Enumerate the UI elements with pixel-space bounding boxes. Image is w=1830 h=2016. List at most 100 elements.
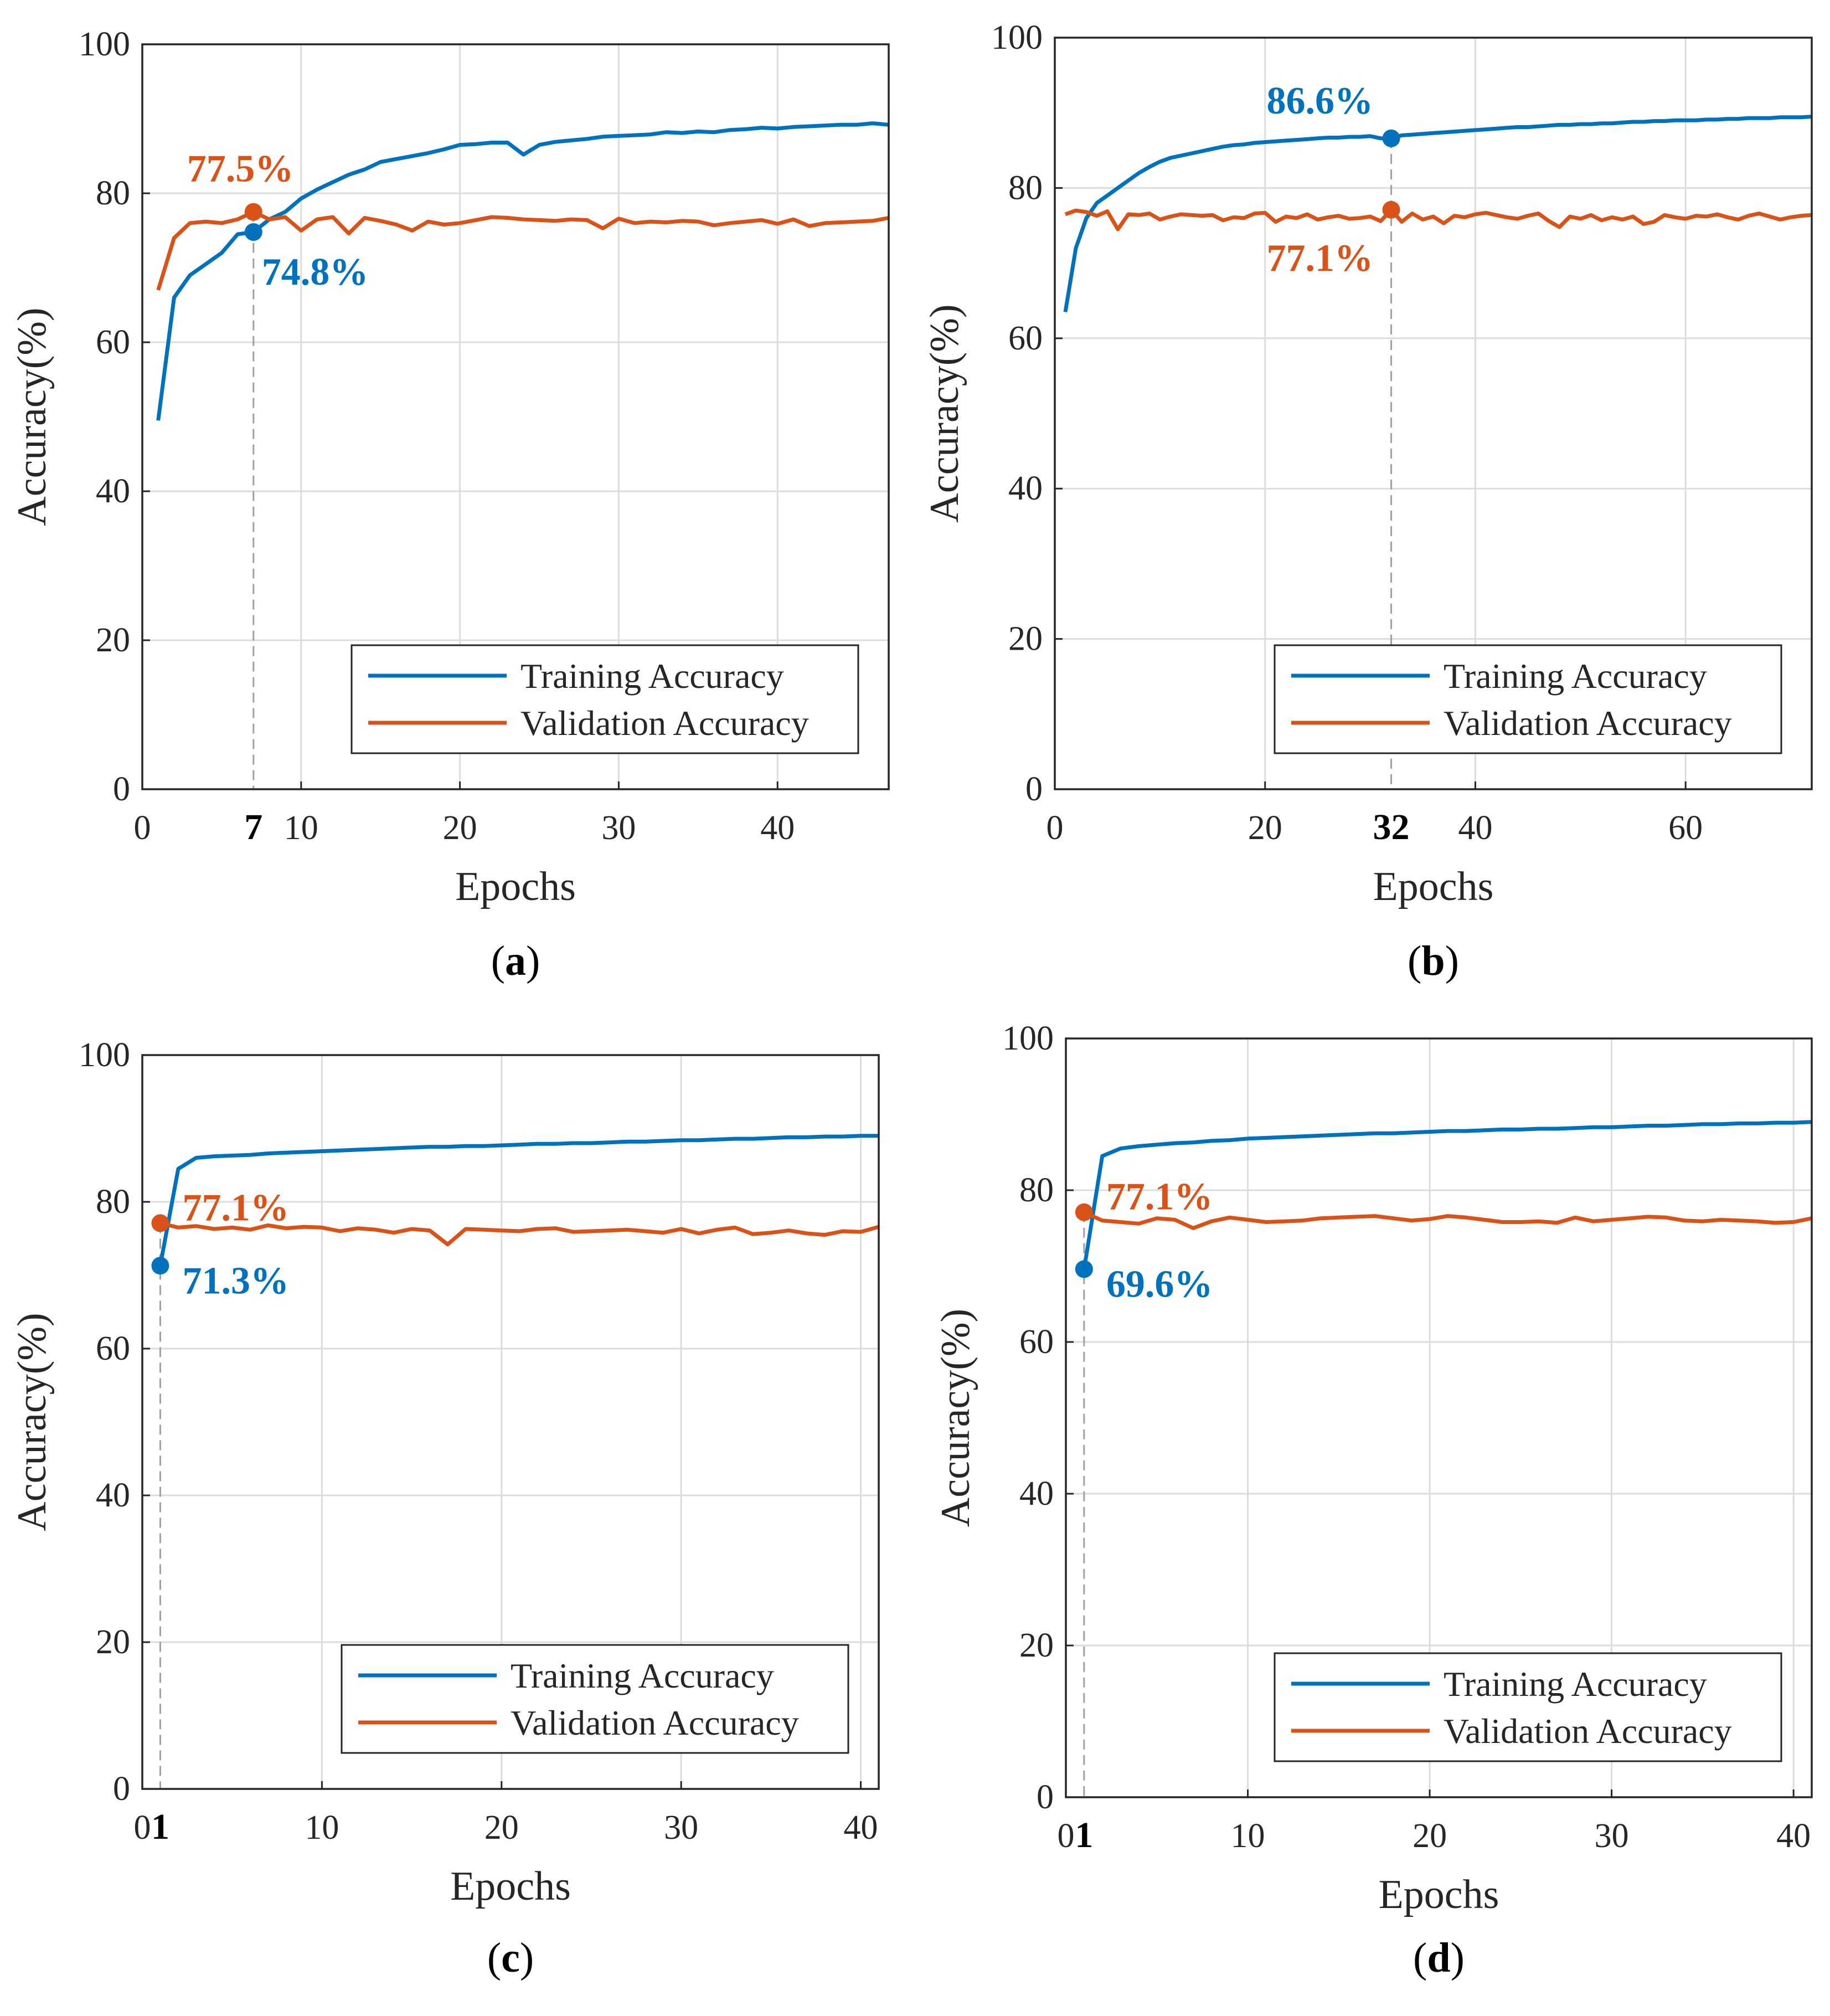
validation-highlight-label: 77.1% <box>1106 1176 1213 1218</box>
x-tick-label: 10 <box>284 809 318 847</box>
chart-panel-c: 0 20 40 60 80 100 0 10 20 30 40 1 71.3% 77.1% Epochs Ac… <box>9 1036 880 1981</box>
y-tick-label: 40 <box>1008 470 1043 507</box>
y-tick-label: 80 <box>96 1183 130 1221</box>
training-accuracy-line <box>1082 1120 1812 1270</box>
legend-box <box>350 644 859 754</box>
legend-training-label: Training Accuracy <box>511 1656 774 1695</box>
y-tick-label: 40 <box>1019 1475 1054 1513</box>
legend-validation-label: Validation Accuracy <box>1444 703 1732 743</box>
training-highlight-point <box>1075 1260 1093 1278</box>
validation-highlight-point <box>1075 1203 1093 1221</box>
x-tick-label: 10 <box>305 1809 339 1847</box>
axes-frame <box>1065 1037 1813 1798</box>
x-tick-label: 40 <box>1776 1817 1811 1855</box>
highlight-epoch-label: 1 <box>1075 1815 1093 1855</box>
y-axis-title: Accuracy(%) <box>933 1309 978 1527</box>
x-axis-title: Epochs <box>455 864 576 909</box>
legend-box <box>341 1644 849 1754</box>
legend: Training Accuracy Validation Accuracy <box>1274 644 1782 754</box>
training-highlight-label: 69.6% <box>1106 1263 1213 1305</box>
chart-panel-a: 0 20 40 60 80 100 0 10 20 30 40 7 74.8% 77.5% Epochs Ac… <box>9 25 890 984</box>
validation-accuracy-line <box>159 1221 879 1247</box>
y-tick-label: 60 <box>1019 1323 1054 1361</box>
validation-highlight-point <box>244 203 262 221</box>
y-tick-label: 20 <box>1019 1627 1054 1664</box>
training-highlight-point <box>1382 129 1400 147</box>
panel-caption-close: ) <box>520 1935 534 1981</box>
training-accuracy-line <box>1063 115 1812 312</box>
x-tick-label: 0 <box>1047 809 1064 847</box>
legend: Training Accuracy Validation Accuracy <box>350 644 859 754</box>
chart-panel-d: 0 20 40 60 80 100 0 10 20 30 40 1 69.6% 77.1% Epochs Ac… <box>933 1020 1813 1981</box>
highlight-epoch-label: 1 <box>151 1807 169 1847</box>
panel-caption: (d) <box>1413 1935 1465 1981</box>
highlight-epoch-label: 32 <box>1373 807 1410 847</box>
y-axis-title: Accuracy(%) <box>9 307 55 526</box>
panel-caption-letter: a <box>505 938 526 984</box>
axes-frame <box>1054 37 1813 790</box>
y-axis-title: Accuracy(%) <box>922 304 967 522</box>
y-tick-label: 80 <box>1019 1171 1054 1209</box>
legend: Training Accuracy Validation Accuracy <box>1274 1652 1782 1762</box>
validation-highlight-label: 77.5% <box>187 148 294 191</box>
x-tick-label: 20 <box>484 1809 519 1847</box>
x-tick-label: 40 <box>1458 809 1492 847</box>
y-tick-label: 60 <box>96 1330 130 1367</box>
y-tick-label: 20 <box>96 1623 130 1661</box>
y-tick-label: 0 <box>1025 770 1043 808</box>
x-axis-title: Epochs <box>450 1864 571 1909</box>
legend-validation-label: Validation Accuracy <box>520 703 809 743</box>
y-tick-label: 100 <box>79 25 130 63</box>
legend-validation-label: Validation Accuracy <box>1444 1711 1732 1751</box>
training-accuracy-line <box>156 121 889 421</box>
x-tick-label: 30 <box>664 1809 698 1847</box>
y-tick-label: 0 <box>1037 1778 1054 1816</box>
validation-highlight-point <box>151 1214 169 1232</box>
validation-highlight-label: 77.1% <box>1267 237 1374 280</box>
x-tick-label: 60 <box>1668 809 1703 847</box>
panel-caption: (a) <box>491 938 540 984</box>
x-tick-label: 30 <box>1595 1817 1629 1855</box>
y-tick-label: 0 <box>113 770 130 808</box>
training-highlight-label: 74.8% <box>262 251 369 294</box>
y-tick-label: 80 <box>1008 169 1043 207</box>
y-tick-label: 100 <box>1002 1020 1054 1057</box>
y-tick-label: 100 <box>991 19 1043 56</box>
y-tick-label: 20 <box>1008 620 1043 658</box>
validation-accuracy-line <box>1064 208 1812 232</box>
panel-caption-close: ) <box>526 938 540 984</box>
x-tick-label: 10 <box>1231 1817 1265 1855</box>
panel-caption-open: ( <box>1408 938 1421 984</box>
x-tick-label: 0 <box>134 809 151 847</box>
legend-validation-label: Validation Accuracy <box>511 1703 799 1742</box>
x-tick-label: 20 <box>1413 1817 1447 1855</box>
x-tick-label: 0 <box>1058 1817 1075 1855</box>
y-axis-title: Accuracy(%) <box>9 1313 55 1531</box>
highlight-epoch-label: 7 <box>244 807 262 847</box>
legend-training-label: Training Accuracy <box>1444 656 1707 696</box>
validation-accuracy-line <box>156 210 889 291</box>
legend-training-label: Training Accuracy <box>520 656 784 696</box>
x-tick-label: 30 <box>601 809 636 847</box>
panel-caption-close: ) <box>1445 938 1459 984</box>
training-highlight-point <box>151 1257 169 1275</box>
panel-caption-letter: b <box>1421 938 1445 984</box>
y-tick-label: 0 <box>113 1770 130 1808</box>
x-tick-label: 0 <box>134 1809 151 1847</box>
x-tick-label: 40 <box>760 809 795 847</box>
panel-caption-open: ( <box>487 1935 501 1981</box>
x-tick-label: 20 <box>1248 809 1282 847</box>
y-tick-label: 60 <box>1008 320 1043 357</box>
y-tick-label: 20 <box>96 621 130 659</box>
panel-caption-close: ) <box>1451 1935 1465 1981</box>
axes-frame <box>141 43 890 790</box>
validation-highlight-label: 77.1% <box>182 1186 289 1229</box>
legend-training-label: Training Accuracy <box>1444 1664 1707 1704</box>
training-accuracy-line <box>158 1134 879 1266</box>
panel-caption-letter: d <box>1427 1935 1450 1981</box>
panel-caption: (c) <box>487 1935 534 1981</box>
panel-caption-letter: c <box>501 1935 520 1981</box>
validation-accuracy-line <box>1083 1210 1812 1230</box>
training-highlight-label: 86.6% <box>1267 80 1374 122</box>
